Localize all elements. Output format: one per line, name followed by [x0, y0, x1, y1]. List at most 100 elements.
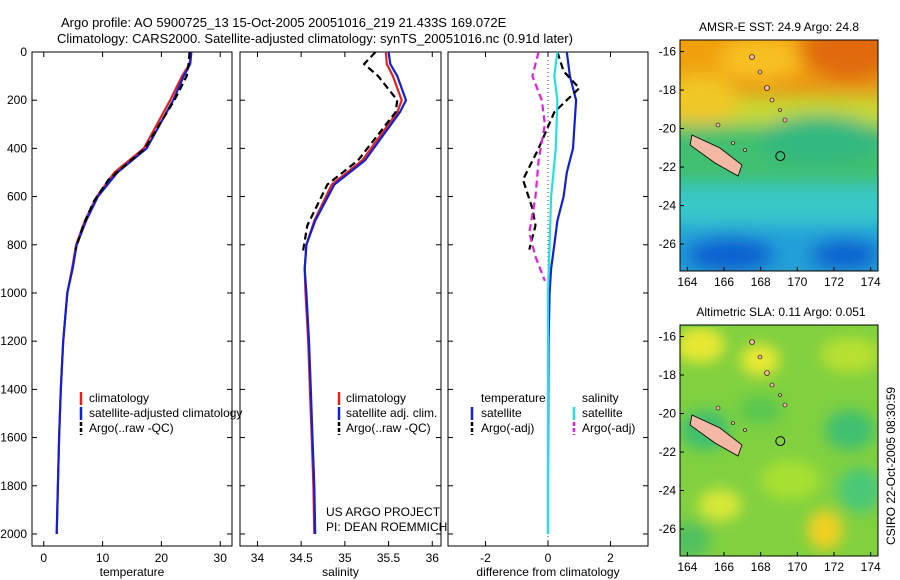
map-x-tick-label: 170 — [787, 560, 807, 574]
x-tick-label: 20 — [155, 551, 169, 565]
map-x-tick-label: 168 — [751, 560, 771, 574]
legend-label-satellite: satellite-adjusted climatology — [89, 406, 242, 420]
series-line-argo-raw-qc — [74, 51, 191, 250]
sla-map-axes: 164 166 168 170 172 174 -16 -18 -20 -22 -24 -26 — [659, 330, 881, 574]
vanuatu-island — [782, 402, 788, 408]
map-y-tick-label: -20 — [659, 407, 677, 421]
x-tick-label: 36 — [426, 551, 440, 565]
legend-label-climatology: climatology — [89, 391, 149, 405]
vanuatu-island — [757, 69, 763, 75]
series-line-satellite-adj-clim — [303, 51, 408, 535]
y-tick-label: 1400 — [0, 382, 27, 396]
sst-field — [680, 40, 878, 271]
x-axis-label: difference from climatology — [476, 565, 619, 579]
vanuatu-island — [778, 393, 782, 397]
csiro-timestamp: CSIRO 22-Oct-2005 08:30:59 — [884, 387, 898, 545]
legend-label-satellite: satellite adj. clim. — [346, 406, 437, 420]
legend-heading-temperature: temperature — [481, 391, 546, 405]
vanuatu-island — [749, 54, 755, 60]
temperature-profile-panel: 0 10 20 30 temperature 0 200 400 600 800 1000 1200 1… — [0, 45, 233, 579]
series-line-salinity-satellite — [546, 51, 559, 534]
salinity-profile-panel: 34 34.5 35 35.5 36 salinity — [239, 51, 442, 579]
legend-label-argo: Argo(..raw -QC) — [346, 421, 431, 435]
x-tick-label: 34.5 — [289, 551, 313, 565]
map-x-tick-label: 174 — [861, 560, 881, 574]
x-tick-label: 0 — [545, 551, 552, 565]
map-x-tick-label: 170 — [787, 275, 807, 289]
vanuatu-island — [782, 117, 788, 123]
vanuatu-island — [764, 370, 770, 376]
profile-location-marker — [775, 436, 786, 447]
legend-label-sal-satellite: satellite — [582, 406, 623, 420]
y-tick-label: 1200 — [0, 334, 27, 348]
map-x-tick-label: 172 — [824, 275, 844, 289]
sst-map-axes: 164 166 168 170 172 174 -16 -18 -20 -22 -24 -26 — [659, 45, 881, 289]
map-x-tick-label: 168 — [751, 275, 771, 289]
sst-map-panel: AMSR-E SST: 24.9 Argo: 24.8 — [659, 20, 881, 289]
map-x-tick-label: 166 — [714, 275, 734, 289]
y-tick-label: 400 — [7, 141, 27, 155]
legend-label-temp-argo: Argo(-adj) — [481, 421, 534, 435]
x-tick-label: 34 — [251, 551, 265, 565]
x-tick-label: 0 — [40, 551, 47, 565]
project-credit-line1: US ARGO PROJECT — [326, 505, 441, 519]
map-y-tick-label: -22 — [659, 445, 677, 459]
x-tick-label: 30 — [214, 551, 228, 565]
x-tick-label: 10 — [96, 551, 110, 565]
legend-label-argo: Argo(..raw -QC) — [89, 421, 174, 435]
map-x-tick-label: 172 — [824, 560, 844, 574]
y-tick-label: 200 — [7, 93, 27, 107]
map-y-tick-label: -18 — [659, 368, 677, 382]
sst-map-title: AMSR-E SST: 24.9 Argo: 24.8 — [699, 20, 859, 34]
plot-frame — [31, 51, 233, 547]
new-caledonia-island — [689, 134, 743, 177]
vanuatu-island — [749, 339, 755, 345]
x-tick-label: 2 — [607, 551, 614, 565]
map-y-tick-label: -16 — [659, 45, 677, 59]
y-tick-label: 1800 — [0, 479, 27, 493]
map-x-tick-label: 164 — [677, 560, 697, 574]
map-y-tick-label: -24 — [659, 484, 677, 498]
map-x-tick-label: 174 — [861, 275, 881, 289]
sst-map-frame — [679, 39, 879, 272]
x-tick-label: 35.5 — [377, 551, 401, 565]
y-tick-label: 1000 — [0, 286, 27, 300]
map-y-tick-label: -22 — [659, 160, 677, 174]
islet — [715, 405, 721, 411]
legend-label-climatology: climatology — [346, 391, 406, 405]
vanuatu-island — [769, 97, 775, 103]
islet — [715, 122, 721, 128]
map-y-tick-label: -18 — [659, 83, 677, 97]
map-x-tick-label: 166 — [714, 560, 734, 574]
vanuatu-island — [778, 108, 782, 112]
sla-map-frame — [679, 324, 879, 557]
legend-label-temp-satellite: satellite — [481, 406, 522, 420]
series-line-temperature-argo-adj — [521, 51, 581, 250]
map-x-tick-label: 164 — [677, 275, 697, 289]
x-axis-label: salinity — [322, 565, 359, 579]
figure-title-line1: Argo profile: AO 5900725_13 15-Oct-2005 … — [61, 15, 507, 30]
y-tick-label: 1600 — [0, 431, 27, 445]
salinity-legend: climatology satellite adj. clim. Argo(..… — [337, 391, 437, 435]
profile-location-marker — [775, 151, 786, 162]
new-caledonia-island — [689, 414, 743, 457]
figure-title-line2: Climatology: CARS2000. Satellite-adjuste… — [57, 31, 573, 46]
x-axis-label: temperature — [100, 565, 165, 579]
vanuatu-island — [757, 354, 763, 360]
legend-label-sal-argo: Argo(-adj) — [582, 421, 635, 435]
y-tick-label: 600 — [7, 190, 27, 204]
map-y-tick-label: -20 — [659, 122, 677, 136]
project-credit-line2: PI: DEAN ROEMMICH — [326, 520, 447, 534]
x-tick-label: 35 — [338, 551, 352, 565]
loyalty-island — [731, 421, 735, 425]
series-line-argo-raw-qc — [301, 51, 399, 253]
map-y-tick-label: -26 — [659, 237, 677, 251]
loyalty-island — [743, 428, 747, 432]
temperature-legend: climatology satellite-adjusted climatolo… — [79, 391, 242, 435]
difference-legend: temperature satellite Argo(-adj) salinit… — [470, 391, 635, 435]
sla-field — [680, 325, 878, 556]
map-y-tick-label: -26 — [659, 522, 677, 536]
map-y-tick-label: -16 — [659, 330, 677, 344]
